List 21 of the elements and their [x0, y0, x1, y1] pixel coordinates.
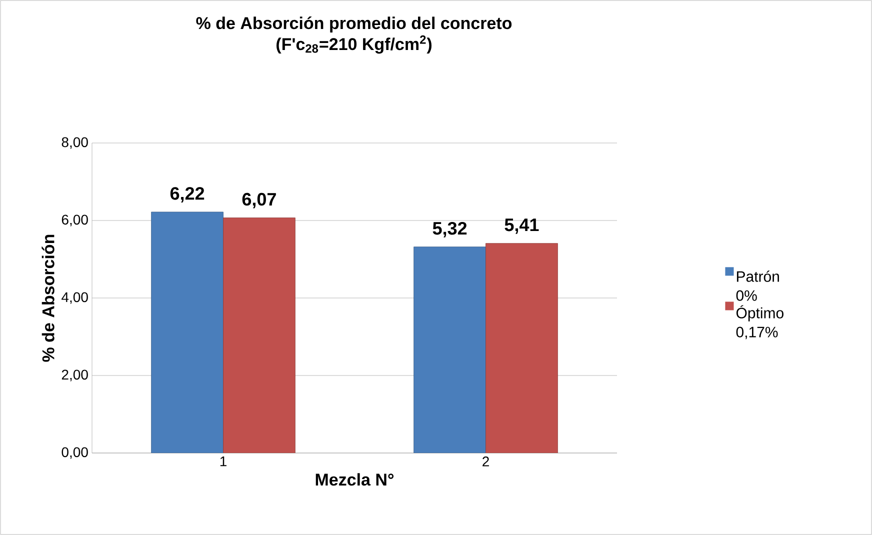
legend-label: Patrón 0%: [736, 270, 779, 301]
data-label: 6,07: [242, 192, 276, 208]
data-label: 6,22: [170, 187, 204, 202]
x-axis-title: Mezcla N°: [316, 473, 394, 486]
x-tick-label: 1: [220, 456, 226, 466]
y-tick-label: 0,00: [62, 447, 88, 459]
y-axis-title: % de Absorción: [42, 234, 54, 362]
chart-subtitle: (F'c$_{28}$=210 Kgf/cm$^{2}$): [276, 35, 432, 54]
data-label: 5,32: [432, 222, 467, 238]
legend-label: Óptimo 0,17%: [736, 305, 784, 340]
bar: [223, 218, 296, 453]
y-tick-label: 2,00: [62, 370, 88, 382]
bar: [486, 243, 558, 453]
x-tick-label: 2: [482, 456, 489, 466]
y-tick-label: 4,00: [62, 292, 88, 304]
chart-title: % de Absorción promedio del concreto: [196, 16, 512, 33]
y-tick-label: 6,00: [62, 214, 88, 226]
data-label: 5,41: [504, 218, 539, 234]
bar: [414, 246, 486, 453]
y-tick-label: 8,00: [62, 137, 88, 149]
bar: [151, 212, 224, 453]
